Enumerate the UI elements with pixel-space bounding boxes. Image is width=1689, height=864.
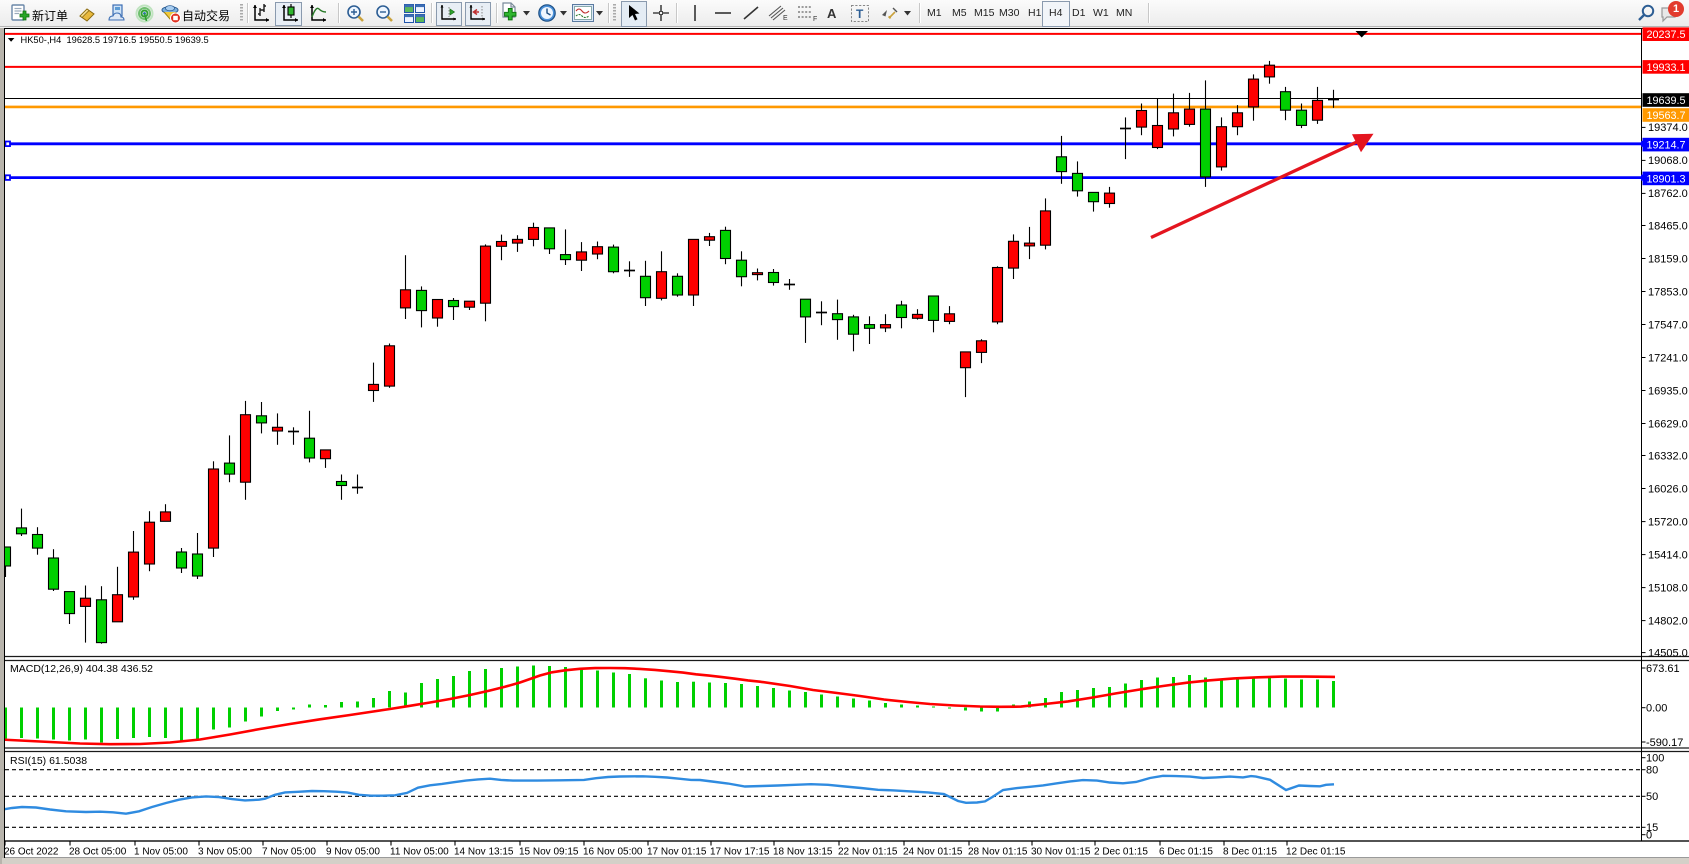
svg-text:26 Oct 2022: 26 Oct 2022	[4, 847, 59, 858]
svg-text:24 Nov 01:15: 24 Nov 01:15	[903, 847, 963, 858]
svg-text:14505.0: 14505.0	[1648, 647, 1688, 659]
svg-text:80: 80	[1646, 765, 1658, 777]
svg-text:16935.0: 16935.0	[1648, 385, 1688, 397]
svg-text:15108.0: 15108.0	[1648, 582, 1688, 594]
svg-text:19563.7: 19563.7	[1647, 110, 1686, 122]
svg-text:11 Nov 05:00: 11 Nov 05:00	[390, 847, 449, 858]
svg-text:F: F	[813, 16, 817, 22]
svg-text:T: T	[856, 7, 864, 21]
svg-text:14 Nov 13:15: 14 Nov 13:15	[454, 847, 514, 858]
svg-text:19214.7: 19214.7	[1647, 140, 1686, 152]
svg-text:18901.3: 18901.3	[1647, 173, 1686, 185]
svg-text:18762.0: 18762.0	[1648, 188, 1688, 200]
svg-text:28 Nov 01:15: 28 Nov 01:15	[968, 847, 1028, 858]
svg-text:19068.0: 19068.0	[1648, 155, 1688, 167]
svg-text:673.61: 673.61	[1646, 663, 1680, 675]
svg-text:HK50-,H4 19628.5 19716.5 1955: HK50-,H4 19628.5 19716.5 19550.5 19639.5	[21, 35, 209, 45]
svg-text:100: 100	[1646, 753, 1664, 765]
svg-text:30 Nov 01:15: 30 Nov 01:15	[1031, 847, 1091, 858]
svg-text:17241.0: 17241.0	[1648, 352, 1688, 364]
svg-text:2 Dec 01:15: 2 Dec 01:15	[1094, 847, 1148, 858]
svg-text:50: 50	[1646, 791, 1658, 803]
svg-text:15414.0: 15414.0	[1648, 549, 1688, 561]
svg-text:28 Oct 05:00: 28 Oct 05:00	[69, 847, 127, 858]
svg-text:19639.5: 19639.5	[1647, 95, 1686, 107]
svg-text:19933.1: 19933.1	[1647, 62, 1686, 74]
svg-text:18 Nov 13:15: 18 Nov 13:15	[773, 847, 833, 858]
svg-text:1 Nov 05:00: 1 Nov 05:00	[134, 847, 188, 858]
svg-text:16629.0: 16629.0	[1648, 418, 1688, 430]
svg-text:3 Nov 05:00: 3 Nov 05:00	[198, 847, 252, 858]
svg-text:20237.5: 20237.5	[1647, 29, 1686, 41]
svg-text:15720.0: 15720.0	[1648, 516, 1688, 528]
svg-text:E: E	[783, 15, 788, 22]
svg-text:RSI(15) 61.5038: RSI(15) 61.5038	[10, 755, 87, 767]
svg-text:6 Dec 01:15: 6 Dec 01:15	[1159, 847, 1213, 858]
svg-text:12 Dec 01:15: 12 Dec 01:15	[1286, 847, 1346, 858]
svg-text:MACD(12,26,9) 404.38 436.52: MACD(12,26,9) 404.38 436.52	[10, 663, 153, 675]
svg-text:0.00: 0.00	[1646, 703, 1667, 715]
svg-text:8 Dec 01:15: 8 Dec 01:15	[1223, 847, 1277, 858]
svg-text:18159.0: 18159.0	[1648, 253, 1688, 265]
svg-text:14802.0: 14802.0	[1648, 615, 1688, 627]
svg-text:17853.0: 17853.0	[1648, 286, 1688, 298]
svg-text:15: 15	[1646, 822, 1658, 834]
svg-text:-590.17: -590.17	[1646, 737, 1683, 749]
svg-text:0: 0	[1646, 830, 1652, 842]
svg-text:17 Nov 01:15: 17 Nov 01:15	[647, 847, 707, 858]
svg-text:19374.0: 19374.0	[1648, 122, 1688, 134]
svg-text:17 Nov 17:15: 17 Nov 17:15	[710, 847, 770, 858]
svg-text:18465.0: 18465.0	[1648, 220, 1688, 232]
svg-text:15 Nov 09:15: 15 Nov 09:15	[519, 847, 579, 858]
svg-text:7 Nov 05:00: 7 Nov 05:00	[262, 847, 316, 858]
svg-text:22 Nov 01:15: 22 Nov 01:15	[838, 847, 898, 858]
svg-text:16026.0: 16026.0	[1648, 483, 1688, 495]
svg-text:17547.0: 17547.0	[1648, 319, 1688, 331]
svg-text:16 Nov 05:00: 16 Nov 05:00	[583, 847, 643, 858]
svg-text:16332.0: 16332.0	[1648, 450, 1688, 462]
svg-text:9 Nov 05:00: 9 Nov 05:00	[326, 847, 380, 858]
